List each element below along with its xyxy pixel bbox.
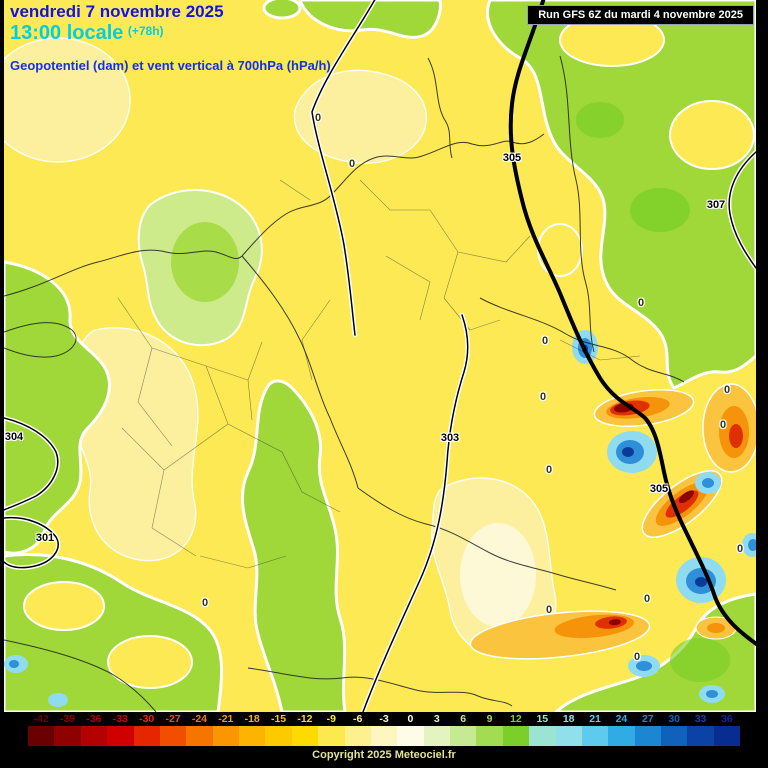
colorbar-cell [529, 726, 556, 746]
colorbar-cell [186, 726, 213, 746]
colorbar-cell [661, 726, 688, 746]
colorbar-cell [54, 726, 81, 746]
colorbar-value: -24 [191, 713, 208, 725]
colorbar-cell [634, 726, 661, 746]
geopotential-contours [4, 0, 756, 712]
forecast-offset: (+78h) [127, 23, 164, 38]
colorbar-value: -42 [33, 713, 49, 725]
colorbar-value: 24 [615, 713, 628, 725]
thick-contour-305 [508, 0, 756, 647]
light-green-regions [137, 189, 263, 347]
colorbar-values-row: -42 -39 -36 -33 -30 -27 -24 -21 -18 -15 -12 -9 -6 -3 0… [28, 713, 740, 725]
weather-map[interactable] [4, 0, 756, 712]
colorbar-value: 3 [433, 713, 440, 725]
colorbar-cell [133, 726, 160, 746]
colorbar-value: 12 [510, 713, 522, 725]
colorbar-cell [344, 726, 371, 746]
green-region-holes [23, 13, 755, 689]
colorbar-value: 0 [407, 713, 414, 725]
colorbar-cell [687, 726, 714, 746]
colorbar-value: -21 [218, 713, 234, 725]
colorbar-value: -27 [165, 713, 181, 725]
colorbar-value: 15 [536, 713, 549, 725]
colorbar-value: 36 [721, 713, 733, 725]
bottom-bar: -42 -39 -36 -33 -30 -27 -24 -21 -18 -15 -12 -9 -6 -3 0… [0, 712, 768, 768]
colorbar-cell [159, 726, 187, 746]
colorbar-cell [423, 726, 450, 746]
colorbar [28, 726, 741, 746]
colorbar-value: -15 [270, 713, 287, 725]
colorbar-value: 30 [668, 713, 681, 725]
colorbar-cell [28, 726, 55, 746]
forecast-time: 13:00 locale [10, 21, 124, 44]
country-borders [4, 55, 685, 712]
colorbar-cell [291, 726, 319, 746]
colorbar-value: 33 [694, 713, 707, 725]
colorbar-cell [239, 726, 266, 746]
colorbar-cell [555, 726, 582, 746]
copyright-text: Copyright 2025 Meteociel.fr [312, 749, 456, 761]
colorbar-cell [397, 726, 424, 746]
colorbar-cell [80, 726, 108, 746]
colorbar-cell [608, 726, 635, 746]
colorbar-value: 27 [641, 713, 654, 725]
colorbar-cell [713, 726, 741, 746]
colorbar-cell [370, 726, 398, 746]
colorbar-value: -12 [297, 713, 313, 725]
blue-regions [4, 330, 756, 707]
colorbar-value: 9 [486, 713, 493, 725]
colorbar-value: -33 [112, 713, 128, 725]
colorbar-cell [581, 726, 609, 746]
colorbar-value: -18 [244, 713, 260, 725]
colorbar-value: -36 [86, 713, 102, 725]
map-parameter-title: Geopotentiel (dam) et vent vertical à 70… [10, 57, 331, 73]
colorbar-value: 6 [460, 713, 467, 725]
colorbar-value: 21 [589, 713, 601, 725]
colorbar-cell [476, 726, 503, 746]
model-run-info: Run GFS 6Z du mardi 4 novembre 2025 [527, 5, 754, 25]
colorbar-cell [450, 726, 477, 746]
colorbar-cell [212, 726, 239, 746]
map-header: vendredi 7 novembre 2025 13:00 locale (+… [10, 2, 331, 73]
map-canvas [4, 0, 756, 712]
forecast-date: vendredi 7 novembre 2025 [10, 2, 224, 21]
colorbar-value: -39 [59, 713, 76, 725]
colorbar-value: -6 [353, 713, 363, 725]
colorbar-value: 18 [562, 713, 575, 725]
regional-borders [117, 179, 641, 569]
colorbar-value: -30 [139, 713, 155, 725]
colorbar-cell [107, 726, 134, 746]
colorbar-cell [265, 726, 292, 746]
colorbar-value: -9 [326, 713, 336, 725]
colorbar-cell [502, 726, 530, 746]
colorbar-value: -3 [379, 713, 389, 725]
colorbar-cell [318, 726, 345, 746]
